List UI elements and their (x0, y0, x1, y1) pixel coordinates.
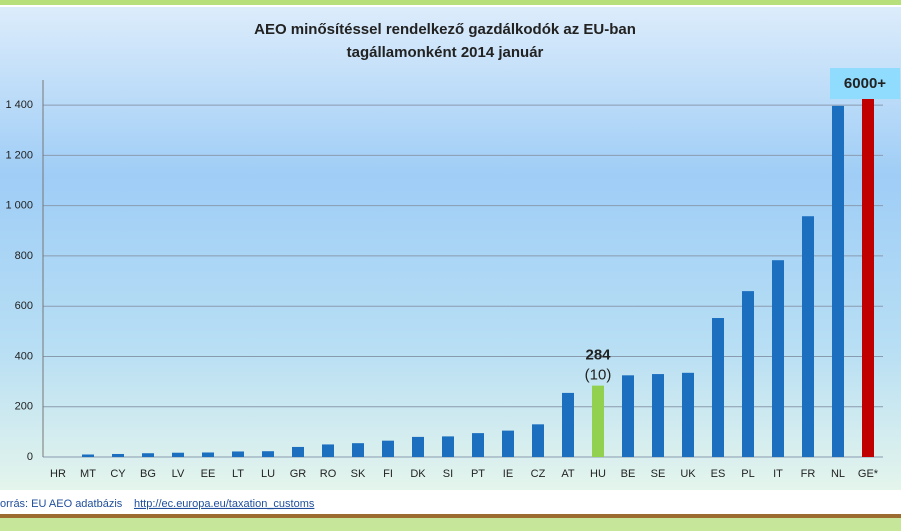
bar (352, 443, 364, 457)
x-tick-label: GR (290, 468, 307, 480)
y-tick-label: 1 000 (5, 200, 33, 212)
x-tick-label: ES (711, 468, 726, 480)
bar (112, 453, 124, 457)
x-tick-label: NL (831, 468, 845, 480)
y-tick-label: 200 (15, 401, 33, 413)
bar (862, 99, 874, 457)
x-tick-label: AT (561, 468, 575, 480)
x-tick-label: LV (172, 468, 185, 480)
bottom-line (0, 514, 901, 518)
x-tick-label: LT (232, 468, 244, 480)
source-link[interactable]: http://ec.europa.eu/taxation_customs (134, 498, 315, 510)
value-label: 6000+ (844, 75, 886, 92)
x-tick-label: UK (680, 468, 696, 480)
bar (262, 451, 274, 457)
chart-subtitle: tagállamonként 2014 január (347, 44, 544, 61)
chart-title: AEO minősítéssel rendelkező gazdálkodók … (254, 21, 636, 38)
x-tick-label: SE (651, 468, 666, 480)
bar (322, 444, 334, 457)
x-tick-label: MT (80, 468, 96, 480)
bar (562, 392, 574, 457)
bar (382, 440, 394, 457)
chart-area (0, 7, 901, 490)
bar (502, 430, 514, 457)
bar (472, 433, 484, 457)
x-tick-label: LU (261, 468, 275, 480)
x-tick-label: HU (590, 468, 606, 480)
y-tick-label: 1 200 (5, 149, 33, 161)
bar (172, 452, 184, 457)
x-tick-label: DK (410, 468, 426, 480)
x-tick-label: GE* (858, 468, 879, 480)
x-tick-label: SI (443, 468, 453, 480)
x-tick-label: BG (140, 468, 156, 480)
y-tick-label: 0 (27, 451, 33, 463)
bottom-strip (0, 518, 901, 531)
x-tick-label: HR (50, 468, 66, 480)
bar (442, 436, 454, 457)
x-tick-label: FI (383, 468, 393, 480)
bar (802, 216, 814, 457)
bar (82, 454, 94, 457)
bar (292, 446, 304, 457)
x-tick-label: BE (621, 468, 636, 480)
x-tick-label: FR (801, 468, 816, 480)
x-tick-label: CZ (531, 468, 546, 480)
x-tick-label: EE (201, 468, 216, 480)
x-tick-label: IT (773, 468, 783, 480)
x-tick-label: SK (351, 468, 366, 480)
bar (652, 374, 664, 457)
source-text: orrás: EU AEO adatbázis (0, 498, 123, 510)
bar (532, 424, 544, 457)
bar (772, 260, 784, 457)
bar (682, 372, 694, 457)
x-tick-label: RO (320, 468, 337, 480)
y-tick-label: 1 400 (5, 99, 33, 111)
bar (712, 318, 724, 457)
x-tick-label: PT (471, 468, 485, 480)
y-tick-label: 800 (15, 250, 33, 262)
plot: 0 200 400 600 800 1 000 1 200 1 400 HR MT CY BG LV EE… (5, 68, 900, 480)
bar (742, 291, 754, 457)
bar (592, 385, 604, 457)
value-label: 284 (585, 347, 611, 364)
x-tick-label: CY (110, 468, 126, 480)
y-tick-label: 600 (15, 300, 33, 312)
label-box (830, 68, 900, 99)
bar (232, 451, 244, 457)
bar (622, 375, 634, 457)
top-strip (0, 0, 901, 5)
bar (412, 436, 424, 457)
y-tick-label: 400 (15, 350, 33, 362)
bar (202, 452, 214, 457)
bar (142, 453, 154, 457)
bar (832, 105, 844, 458)
annotation: (10) (585, 367, 612, 384)
x-tick-label: PL (741, 468, 754, 480)
x-tick-label: IE (503, 468, 513, 480)
